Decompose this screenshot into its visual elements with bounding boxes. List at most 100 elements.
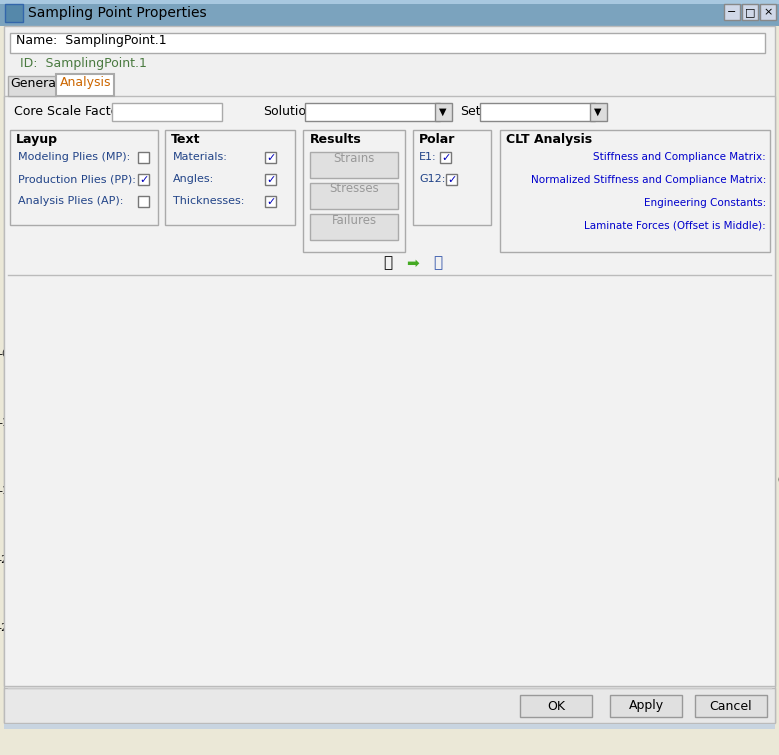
Text: 📷: 📷 [383, 255, 393, 270]
Bar [310, 214, 398, 240]
Text: Production Plies (PP):: Production Plies (PP): [18, 174, 136, 184]
Text: Woven_Carbon, a=45.0, t=0.15: Woven_Carbon, a=45.0, t=0.15 [161, 446, 298, 455]
Text: E1: E1 [443, 330, 460, 343]
Bar [30, 519, 430, 538]
Bar [30, 558, 430, 578]
Text: General: General [10, 77, 59, 90]
Text: ✓: ✓ [266, 197, 275, 207]
Bar [10, 130, 158, 225]
Text: Failures: Failures [331, 214, 376, 226]
Text: ✓: ✓ [266, 153, 275, 163]
Bar [30, 383, 430, 402]
Text: UD_Carbon, a=0.0, t=0.15: UD_Carbon, a=0.0, t=0.15 [172, 290, 287, 299]
Bar [138, 152, 149, 163]
Text: Woven_Carbon, a=45.0, t=0.15: Woven_Carbon, a=45.0, t=0.15 [161, 466, 298, 475]
Text: Name:  SamplingPoint.1: Name: SamplingPoint.1 [16, 34, 167, 47]
Bar [520, 695, 592, 717]
Text: Sampling Point Properties: Sampling Point Properties [28, 6, 206, 20]
Bar [435, 103, 452, 121]
Bar [5, 4, 23, 22]
Text: UD_Carbon, a=0.0, t=0.15: UD_Carbon, a=0.0, t=0.15 [172, 622, 287, 630]
Bar [440, 152, 451, 163]
Text: Normalized Stiffness and Compliance Matrix:: Normalized Stiffness and Compliance Matr… [530, 175, 766, 185]
Bar [0, 723, 779, 755]
Text: UD_Carbon, a=0.0, t=0.15: UD_Carbon, a=0.0, t=0.15 [172, 544, 287, 553]
Bar [30, 500, 430, 519]
Text: Woven_Carbon, a=45.0, t=0.15: Woven_Carbon, a=45.0, t=0.15 [161, 329, 298, 338]
Text: Stresses: Stresses [329, 183, 379, 196]
Bar [590, 103, 607, 121]
Bar [30, 461, 430, 480]
Text: Woven_Carbon, a=45.0, t=0.15: Woven_Carbon, a=45.0, t=0.15 [161, 427, 298, 436]
Bar [742, 4, 758, 20]
Text: Woven_Carbon, a=45.0, t=0.15: Woven_Carbon, a=45.0, t=0.15 [161, 505, 298, 513]
Bar [10, 33, 765, 53]
Bar [724, 4, 740, 20]
Text: 0: 0 [777, 473, 779, 486]
Text: Strains: Strains [333, 152, 375, 165]
Bar [30, 324, 430, 344]
Text: ➡: ➡ [407, 255, 419, 270]
Bar [310, 183, 398, 209]
Text: Polar: Polar [419, 133, 456, 146]
Bar [265, 152, 276, 163]
Text: 270: 270 [592, 652, 618, 665]
Text: 90: 90 [596, 294, 614, 307]
Bar [30, 363, 430, 383]
Text: Woven_Carbon, a=45.0, t=0.15: Woven_Carbon, a=45.0, t=0.15 [161, 368, 298, 378]
Text: Materials:: Materials: [173, 152, 228, 162]
Bar [4, 96, 775, 686]
Text: Stiffness and Compliance Matrix:: Stiffness and Compliance Matrix: [594, 152, 766, 162]
Bar [30, 304, 430, 324]
Text: Layup: Layup [16, 133, 58, 146]
Bar [30, 344, 430, 363]
Bar [310, 152, 398, 178]
Text: ⤢: ⤢ [433, 255, 442, 270]
Text: Woven_Carbon, a=45.0, t=0.15: Woven_Carbon, a=45.0, t=0.15 [161, 388, 298, 396]
Bar [265, 196, 276, 207]
Text: ✓: ✓ [447, 175, 456, 185]
Bar [305, 103, 440, 121]
Text: Woven_Carbon, a=45.0, t=0.15: Woven_Carbon, a=45.0, t=0.15 [161, 349, 298, 358]
Text: Thicknesses:: Thicknesses: [173, 196, 245, 206]
Text: □: □ [745, 7, 756, 17]
Text: Modeling Plies (MP):: Modeling Plies (MP): [18, 152, 130, 162]
Text: UD_Carbon, a=0.0, t=0.15: UD_Carbon, a=0.0, t=0.15 [172, 310, 287, 319]
Text: Text: Text [171, 133, 200, 146]
Text: ×: × [763, 7, 773, 17]
Text: Analysis: Analysis [60, 76, 111, 89]
Text: UD_Carbon, a=0.0, t=0.15: UD_Carbon, a=0.0, t=0.15 [172, 583, 287, 592]
Bar [165, 130, 295, 225]
Text: OK: OK [547, 699, 565, 713]
Text: G12:: G12: [419, 174, 446, 184]
Bar [30, 578, 430, 597]
Bar [112, 103, 222, 121]
Text: E2: E2 [443, 368, 460, 381]
Bar [4, 688, 775, 723]
Bar [30, 441, 430, 461]
Title: Polar Properties: Polar Properties [551, 288, 660, 301]
Text: CLT Analysis: CLT Analysis [506, 133, 592, 146]
Text: E1:: E1: [419, 152, 436, 162]
Text: UD_Carbon, a=0.0, t=0.15: UD_Carbon, a=0.0, t=0.15 [172, 524, 287, 533]
Text: UD_Carbon, a=0.0, t=0.15: UD_Carbon, a=0.0, t=0.15 [172, 641, 287, 650]
Text: −: − [728, 7, 737, 17]
Text: Apply: Apply [629, 699, 664, 713]
Text: G12: G12 [443, 349, 471, 362]
Bar [0, 0, 779, 26]
Text: UD_Carbon, a=0.0, t=0.15: UD_Carbon, a=0.0, t=0.15 [172, 661, 287, 670]
Bar [303, 130, 405, 252]
Text: ✓: ✓ [139, 175, 148, 185]
Bar [413, 130, 491, 225]
Bar [4, 724, 775, 729]
Text: Woven_Carbon, a=45.0, t=0.15: Woven_Carbon, a=45.0, t=0.15 [161, 485, 298, 495]
Text: Angles:: Angles: [173, 174, 214, 184]
Text: Core Scale Factor: 1.0: Core Scale Factor: 1.0 [14, 105, 151, 118]
Bar [30, 285, 430, 304]
Bar [500, 130, 770, 252]
Text: Cancel: Cancel [710, 699, 753, 713]
Bar [265, 174, 276, 185]
Text: ▼: ▼ [594, 107, 601, 117]
Text: 2:01e+04: 2:01e+04 [632, 451, 679, 461]
Text: Solution:: Solution: [263, 105, 318, 118]
